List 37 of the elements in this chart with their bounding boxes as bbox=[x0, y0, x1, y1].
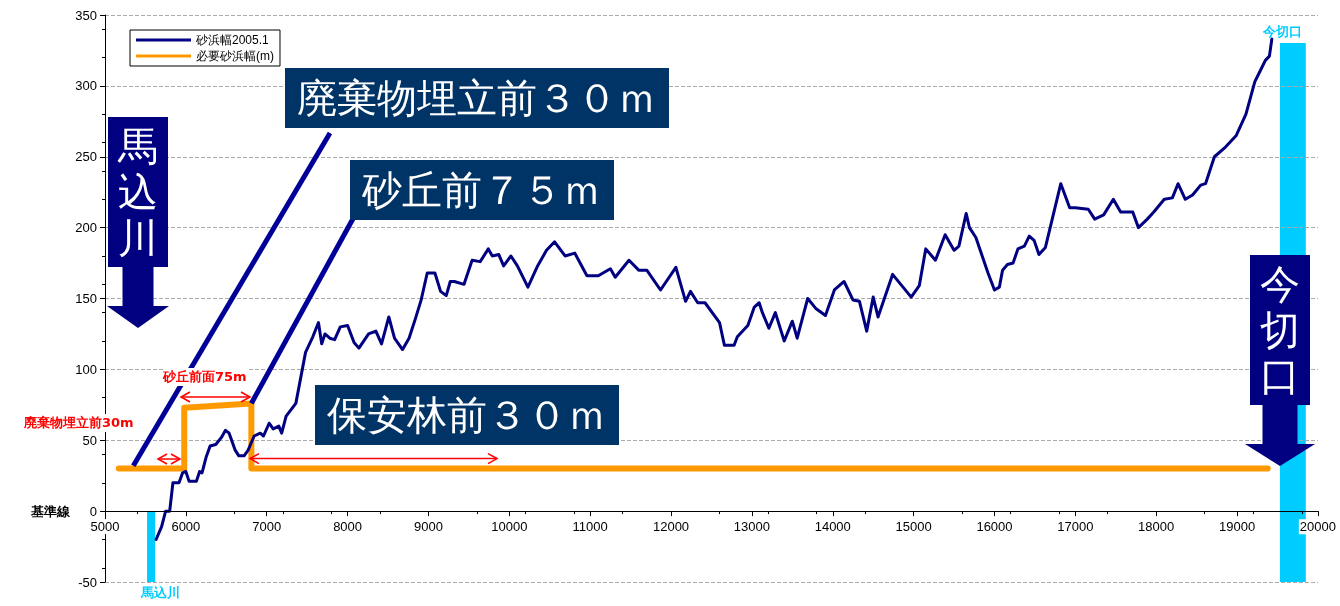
y-tick-label: 50 bbox=[82, 432, 97, 448]
y-tick-label: -50 bbox=[78, 574, 97, 590]
annotation: 今切口 bbox=[1250, 255, 1310, 405]
y-tick-label: 0 bbox=[89, 503, 97, 519]
band-label: 馬込川 bbox=[141, 584, 181, 602]
x-tick-label: 18000 bbox=[1138, 519, 1175, 535]
x-tick-label: 17000 bbox=[1057, 519, 1094, 535]
y-tick-label: 300 bbox=[75, 78, 97, 94]
x-tick-label: 6000 bbox=[171, 519, 201, 535]
annotation: 廃棄物埋立前30m bbox=[24, 414, 134, 432]
band-label: 今切口 bbox=[1263, 23, 1303, 41]
legend-label: 砂浜幅2005.1 bbox=[195, 33, 270, 47]
y-tick-label: 100 bbox=[75, 361, 97, 377]
annotation: 廃棄物埋立前３０ｍ bbox=[285, 68, 669, 128]
annotation: 砂丘前面75m bbox=[163, 368, 247, 386]
x-tick-label: 11000 bbox=[572, 519, 608, 535]
x-tick-label: 16000 bbox=[976, 519, 1013, 535]
x-tick-label: 13000 bbox=[733, 519, 770, 535]
x-tick-label: 9000 bbox=[413, 519, 443, 535]
x-tick-label: 15000 bbox=[895, 519, 932, 535]
x-tick-label: 12000 bbox=[652, 519, 690, 535]
x-tick-label: 8000 bbox=[333, 519, 363, 535]
annotation: 保安林前３０ｍ bbox=[315, 385, 619, 445]
x-tick-label: 7000 bbox=[252, 519, 282, 535]
y-tick-label: 350 bbox=[75, 7, 97, 23]
x-tick-label: 5000 bbox=[90, 519, 120, 535]
y-tick-label: 250 bbox=[75, 149, 97, 165]
x-tick-label: 19000 bbox=[1218, 519, 1256, 535]
y-tick-label: 150 bbox=[75, 291, 97, 306]
annotation: 馬込川 bbox=[108, 117, 168, 267]
x-tick-label: 14000 bbox=[814, 519, 851, 535]
x-tick-label: 20000 bbox=[1299, 519, 1336, 535]
legend-label: 必要砂浜幅(m) bbox=[196, 49, 274, 63]
annotation: 砂丘前７５ｍ bbox=[350, 160, 614, 220]
y-tick-label: 200 bbox=[75, 220, 97, 236]
x-tick-label: 10000 bbox=[491, 519, 528, 535]
text: 基準線 bbox=[31, 503, 70, 522]
